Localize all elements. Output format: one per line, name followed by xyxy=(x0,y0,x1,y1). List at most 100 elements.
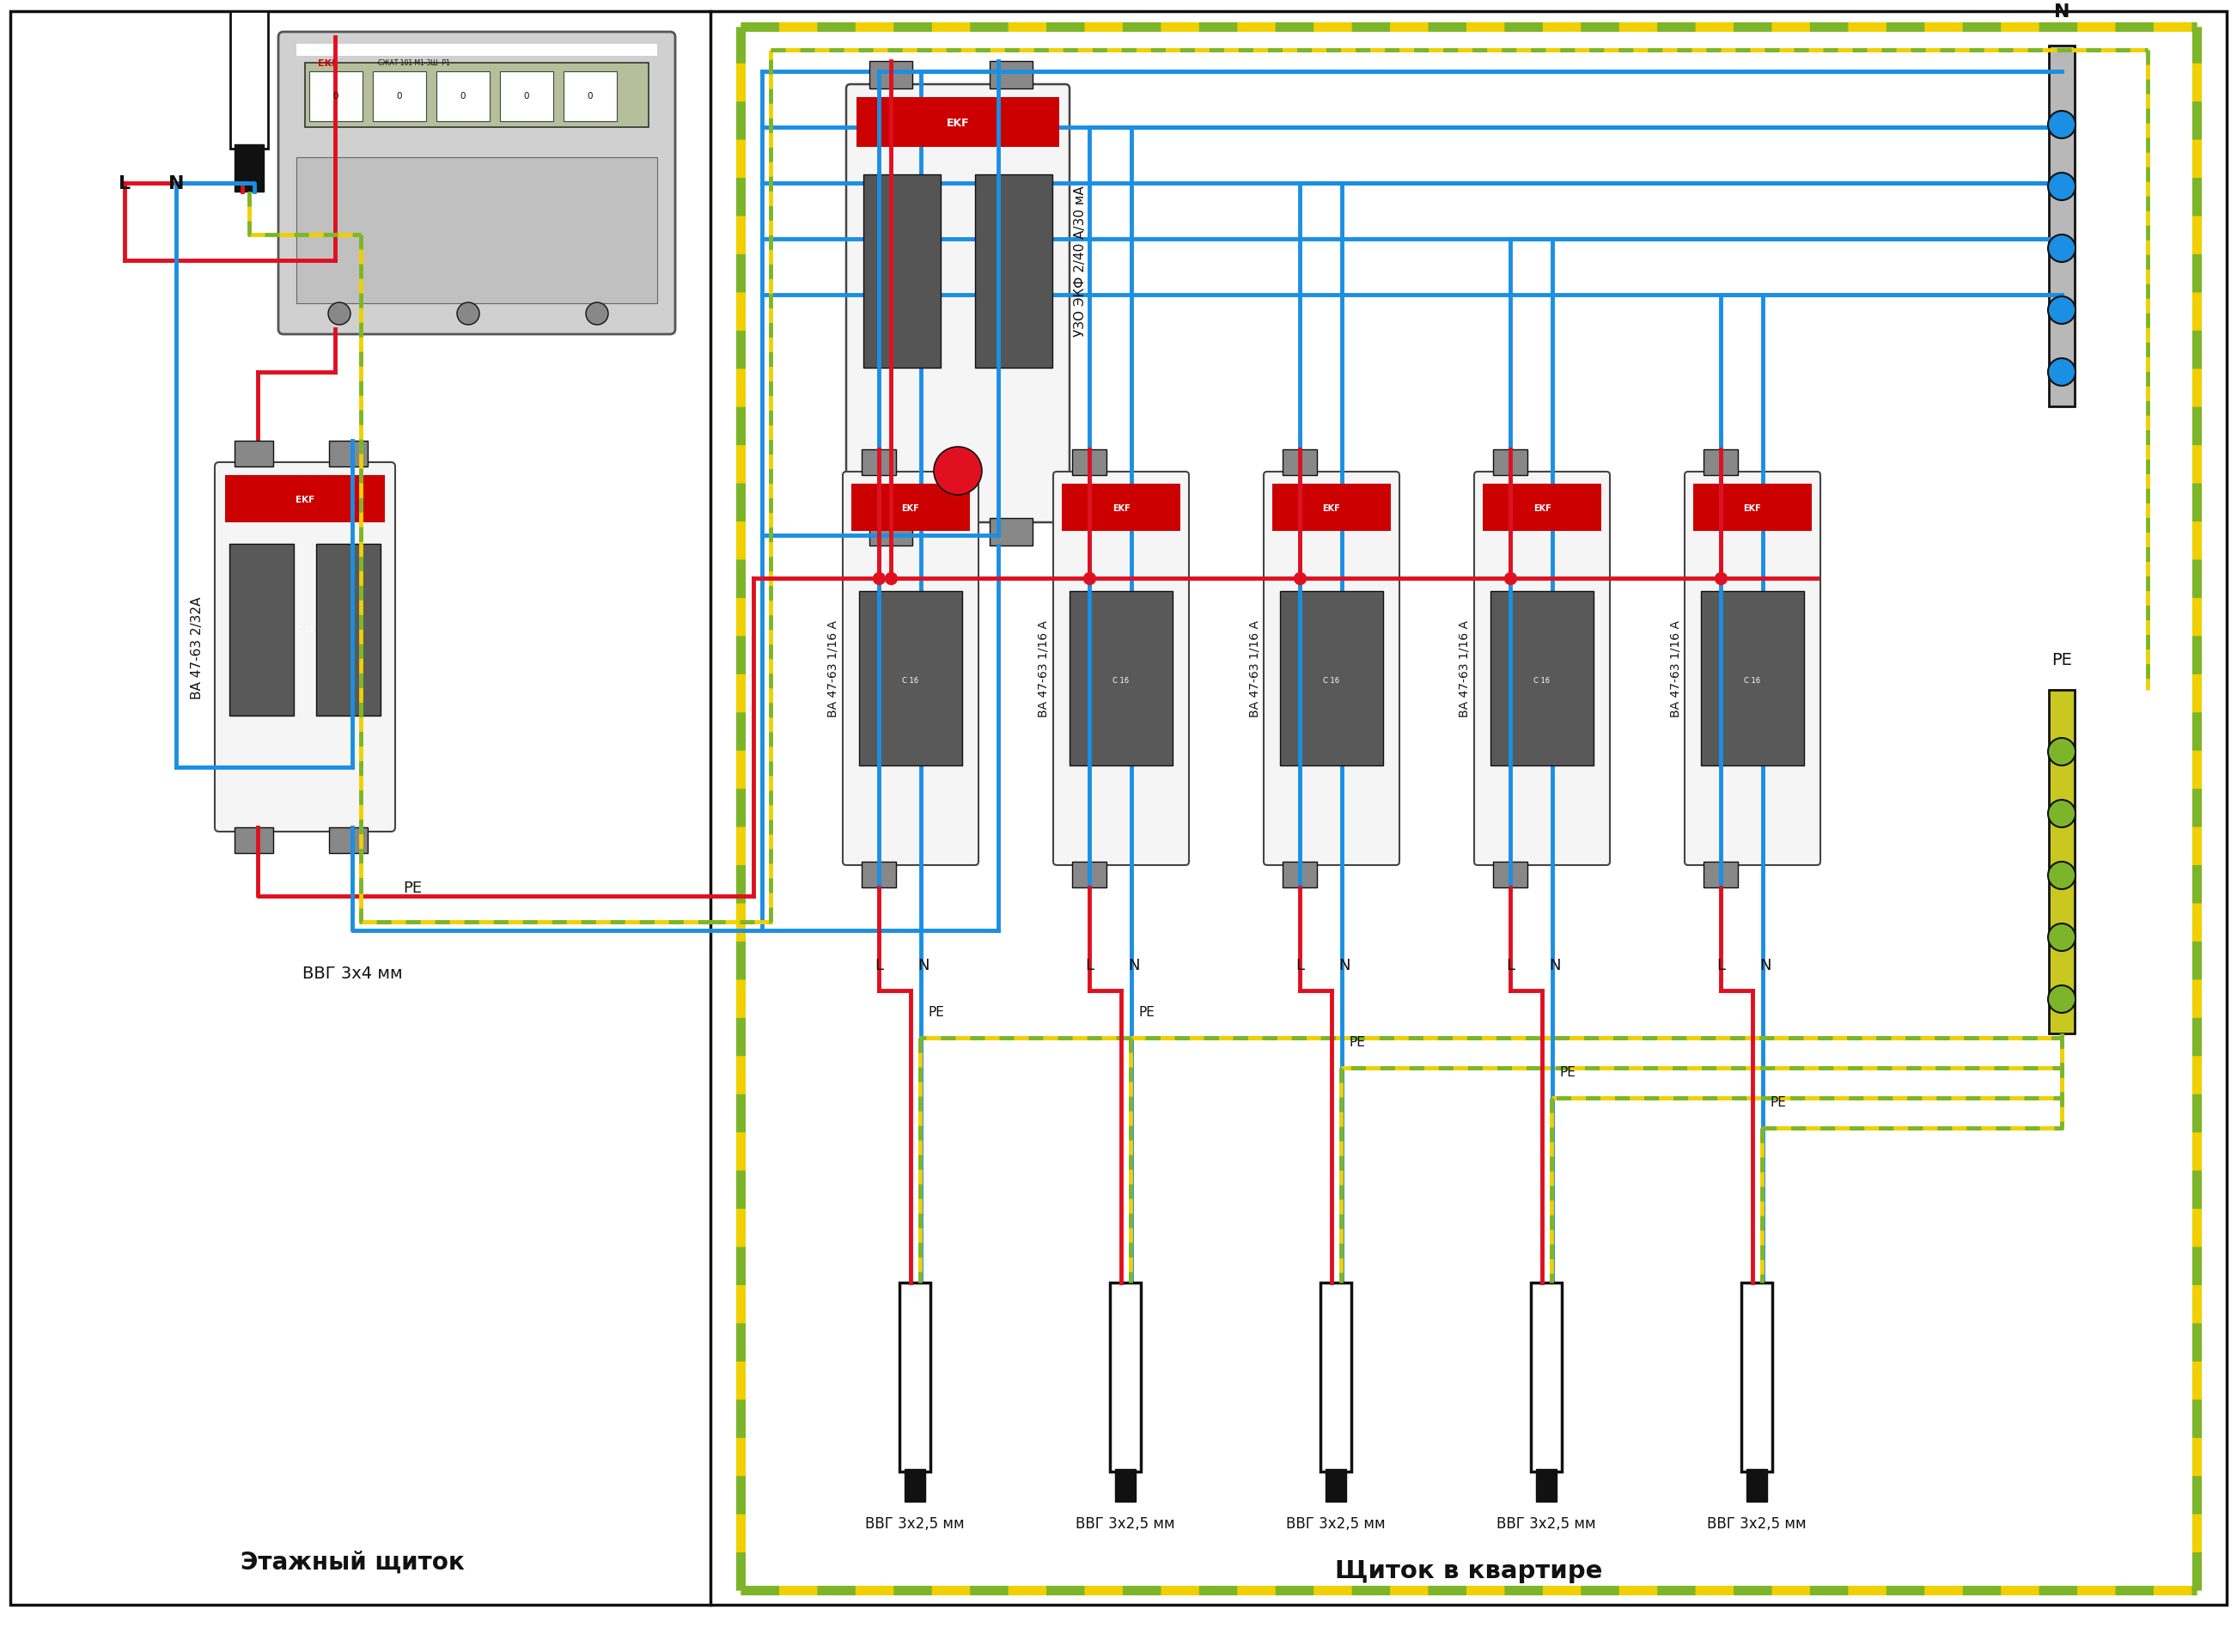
Text: EKF: EKF xyxy=(1322,504,1340,512)
Circle shape xyxy=(2049,738,2076,767)
Bar xyxy=(975,175,1051,368)
Text: L: L xyxy=(1716,958,1725,973)
Bar xyxy=(1740,1284,1772,1472)
Text: ВВГ 3х2,5 мм: ВВГ 3х2,5 мм xyxy=(1076,1515,1174,1531)
Bar xyxy=(1072,449,1107,476)
Circle shape xyxy=(586,302,608,325)
Bar xyxy=(1114,1469,1136,1502)
Text: ВВГ 3х2,5 мм: ВВГ 3х2,5 мм xyxy=(1286,1515,1385,1531)
Circle shape xyxy=(456,302,479,325)
Bar xyxy=(989,519,1033,547)
Text: EKF: EKF xyxy=(295,496,315,504)
FancyBboxPatch shape xyxy=(1474,472,1611,866)
Bar xyxy=(1693,484,1812,532)
Bar xyxy=(861,862,897,887)
Bar xyxy=(230,545,293,715)
Text: L: L xyxy=(875,958,884,973)
Text: PE: PE xyxy=(1139,1006,1154,1019)
FancyBboxPatch shape xyxy=(1054,472,1188,866)
Bar xyxy=(904,1469,926,1502)
Circle shape xyxy=(2049,862,2076,889)
Bar xyxy=(857,97,1060,147)
Circle shape xyxy=(2049,112,2076,139)
Text: PE: PE xyxy=(403,881,423,895)
Text: ВА 47-63 1/16 А: ВА 47-63 1/16 А xyxy=(828,621,839,717)
Text: СЖАТ 101 М1-3Ш  Р1: СЖАТ 101 М1-3Ш Р1 xyxy=(378,59,450,68)
Bar xyxy=(1273,484,1391,532)
Bar xyxy=(1072,862,1107,887)
Circle shape xyxy=(2049,235,2076,263)
Circle shape xyxy=(2049,297,2076,324)
Bar xyxy=(235,828,273,854)
Text: ВВГ 3х4 мм: ВВГ 3х4 мм xyxy=(302,965,403,981)
Bar xyxy=(436,73,490,122)
Bar xyxy=(2049,46,2074,406)
Bar xyxy=(295,45,658,56)
Bar xyxy=(1530,1284,1561,1472)
Text: C 16: C 16 xyxy=(1535,677,1550,684)
Text: EKF: EKF xyxy=(318,59,338,68)
Circle shape xyxy=(2049,986,2076,1013)
Text: C 16: C 16 xyxy=(295,626,313,634)
Text: УЗО ЭКФ 2/40 А/30 мА: УЗО ЭКФ 2/40 А/30 мА xyxy=(1074,185,1087,337)
Text: 0: 0 xyxy=(588,93,593,101)
Circle shape xyxy=(2049,173,2076,202)
Bar xyxy=(1705,862,1738,887)
Text: ВВГ 3х2,5 мм: ВВГ 3х2,5 мм xyxy=(1707,1515,1807,1531)
Text: 0: 0 xyxy=(461,93,465,101)
Bar xyxy=(304,63,649,127)
Text: L: L xyxy=(1295,958,1304,973)
Text: PE: PE xyxy=(1559,1066,1575,1079)
Bar xyxy=(1747,1469,1767,1502)
Bar xyxy=(230,12,268,149)
Bar xyxy=(329,441,367,468)
Bar xyxy=(863,175,942,368)
Text: C 16: C 16 xyxy=(1112,677,1130,684)
Text: N: N xyxy=(168,175,183,192)
Text: N: N xyxy=(1127,958,1141,973)
Bar xyxy=(870,61,913,89)
Bar xyxy=(1700,591,1803,765)
Bar xyxy=(861,449,897,476)
Text: EKF: EKF xyxy=(1743,504,1761,512)
FancyBboxPatch shape xyxy=(1684,472,1821,866)
FancyBboxPatch shape xyxy=(1264,472,1400,866)
Text: PE: PE xyxy=(928,1006,944,1019)
Text: L: L xyxy=(1085,958,1094,973)
FancyBboxPatch shape xyxy=(843,472,978,866)
Bar xyxy=(329,828,367,854)
Bar xyxy=(852,484,971,532)
Bar xyxy=(1069,591,1172,765)
Text: PE: PE xyxy=(1349,1036,1365,1049)
Circle shape xyxy=(329,302,351,325)
FancyBboxPatch shape xyxy=(277,33,676,335)
Bar xyxy=(1280,591,1382,765)
Text: ВА 47-63 1/16 А: ВА 47-63 1/16 А xyxy=(1669,621,1682,717)
Circle shape xyxy=(2049,923,2076,952)
Bar xyxy=(309,73,362,122)
Text: EKF: EKF xyxy=(902,504,919,512)
Bar xyxy=(315,545,380,715)
Text: Этажный щиток: Этажный щиток xyxy=(239,1550,465,1574)
Bar xyxy=(989,61,1033,89)
Bar xyxy=(1483,484,1602,532)
Text: N: N xyxy=(1761,958,1772,973)
Text: C 16: C 16 xyxy=(1324,677,1340,684)
FancyBboxPatch shape xyxy=(215,463,396,833)
Bar xyxy=(1327,1469,1347,1502)
Bar xyxy=(870,519,913,547)
Text: ВА 47-63 1/16 А: ВА 47-63 1/16 А xyxy=(1038,621,1049,717)
Text: EKF: EKF xyxy=(1112,504,1130,512)
Bar xyxy=(1282,449,1318,476)
Bar xyxy=(1110,1284,1141,1472)
Text: 0: 0 xyxy=(333,93,338,101)
Bar xyxy=(501,73,553,122)
Bar xyxy=(1705,449,1738,476)
Text: 0: 0 xyxy=(396,93,403,101)
Text: N: N xyxy=(2054,3,2069,20)
Text: C 16: C 16 xyxy=(1745,677,1761,684)
Text: ВВГ 3х2,5 мм: ВВГ 3х2,5 мм xyxy=(1497,1515,1595,1531)
Bar xyxy=(226,476,385,524)
Bar xyxy=(295,159,658,304)
Bar xyxy=(1492,862,1528,887)
